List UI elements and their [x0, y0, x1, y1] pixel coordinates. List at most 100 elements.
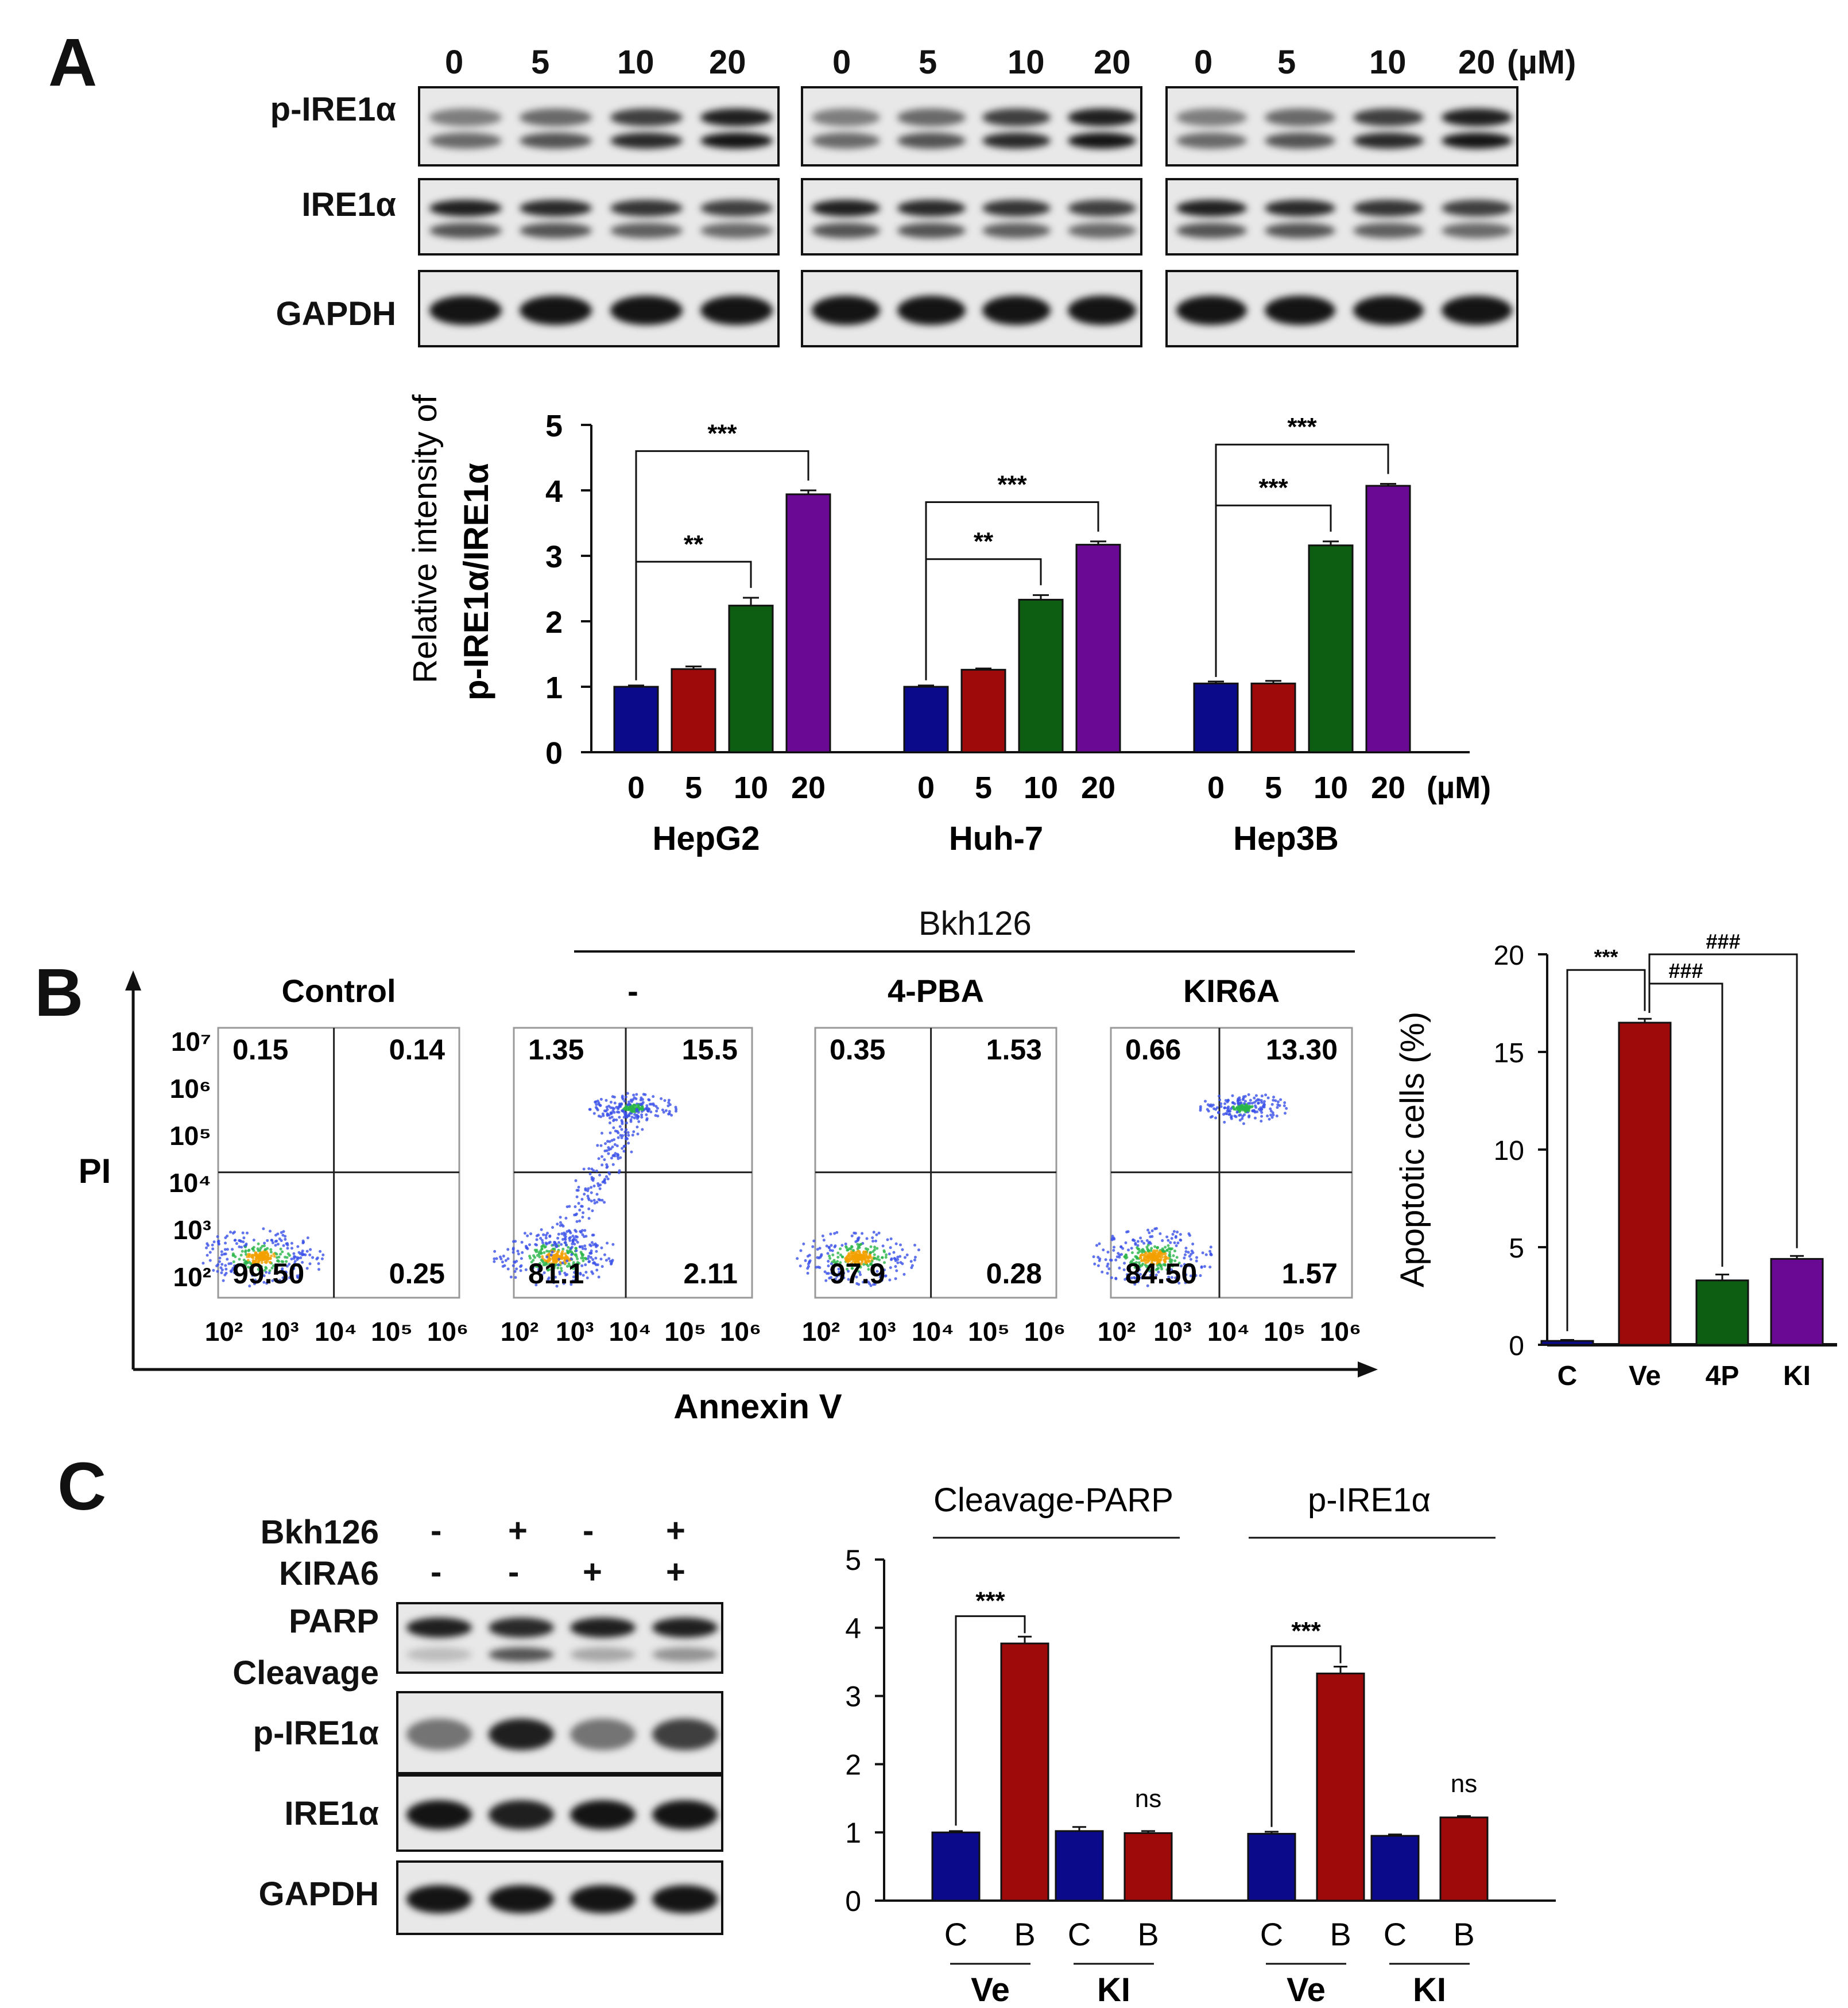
cell-dot	[615, 1105, 618, 1109]
blot-band	[570, 1617, 636, 1638]
cell-dot	[592, 1243, 595, 1247]
subgroup-label: KI	[1097, 1971, 1130, 2008]
cell-dot	[568, 1250, 572, 1253]
cell-dot	[1167, 1244, 1170, 1247]
cell-dot	[1214, 1116, 1218, 1120]
cell-dot	[821, 1234, 824, 1237]
cell-dot	[1260, 1101, 1264, 1104]
cell-dot	[299, 1252, 302, 1256]
cell-dot	[222, 1279, 225, 1282]
cell-dot	[1136, 1240, 1140, 1243]
significance-bracket	[1215, 443, 1389, 677]
x-tick-label: 10⁶	[427, 1317, 468, 1347]
cell-dot	[239, 1253, 243, 1257]
cell-dot	[1183, 1253, 1187, 1256]
cell-dot	[830, 1262, 833, 1266]
cell-dot	[593, 1201, 596, 1205]
cell-dot	[1260, 1094, 1264, 1098]
cell-dot	[1147, 1241, 1150, 1245]
cell-dot	[290, 1241, 293, 1245]
cell-dot	[627, 1142, 630, 1145]
cell-dot	[620, 1102, 623, 1105]
cell-dot	[529, 1256, 532, 1260]
cell-dot	[815, 1266, 818, 1269]
lane-label: 5	[919, 44, 937, 81]
cell-dot	[226, 1248, 229, 1251]
cell-dot	[836, 1251, 840, 1255]
cell-dot	[559, 1221, 562, 1224]
cell-dot	[583, 1229, 587, 1232]
cell-dot	[1183, 1263, 1186, 1266]
cell-dot	[1137, 1274, 1140, 1278]
cell-dot	[1191, 1251, 1195, 1255]
x-tick-label: 10⁵	[1264, 1317, 1305, 1347]
pi-axis-arrow	[125, 970, 141, 991]
pi-axis-label: PI	[79, 1152, 111, 1190]
cell-dot	[892, 1251, 896, 1254]
cell-dot	[1194, 1274, 1198, 1277]
cell-dot	[212, 1240, 216, 1244]
cell-dot	[823, 1270, 827, 1274]
blot-band	[610, 109, 683, 126]
cell-dot	[1200, 1265, 1203, 1268]
cell-dot	[541, 1241, 544, 1244]
cell-dot	[272, 1252, 276, 1256]
cell-dot	[639, 1102, 642, 1106]
blot-band	[610, 199, 683, 217]
blot-box	[801, 270, 1142, 347]
cell-dot	[555, 1256, 558, 1259]
cell-dot	[319, 1249, 322, 1253]
cell-dot	[311, 1256, 315, 1259]
blot-band	[1068, 223, 1137, 239]
treatment-sign: +	[508, 1512, 528, 1549]
x-tick-label: 10⁴	[315, 1317, 357, 1347]
blot-band	[520, 199, 592, 217]
cell-dot	[591, 1179, 595, 1182]
bar	[1055, 1830, 1104, 1902]
significance-label: ***	[997, 471, 1027, 499]
cell-dot	[557, 1232, 560, 1236]
y-tick-label: 20	[1494, 941, 1524, 971]
cell-dot	[1110, 1238, 1114, 1241]
significance-bracket	[1566, 969, 1646, 1332]
cell-dot	[839, 1261, 842, 1264]
blot-row-label-gapdh: GAPDH	[276, 295, 396, 332]
cell-dot	[552, 1266, 556, 1270]
cell-dot	[850, 1250, 853, 1253]
cell-dot	[1160, 1279, 1164, 1282]
cell-dot	[264, 1266, 268, 1269]
blot-band	[1068, 109, 1137, 126]
cell-dot	[1229, 1109, 1232, 1113]
cell-dot	[1169, 1260, 1173, 1264]
cell-dot	[285, 1278, 288, 1281]
cell-dot	[219, 1266, 223, 1270]
cell-dot	[590, 1167, 594, 1171]
cell-dot	[543, 1251, 546, 1255]
cell-dot	[247, 1253, 251, 1257]
cell-dot	[828, 1254, 831, 1258]
cell-dot	[274, 1267, 278, 1271]
cell-dot	[850, 1234, 854, 1237]
cell-dot	[1275, 1115, 1279, 1118]
cell-dot	[661, 1108, 664, 1112]
cell-dot	[598, 1187, 602, 1190]
cell-dot	[652, 1095, 655, 1098]
cell-dot	[556, 1266, 560, 1270]
cell-dot	[232, 1253, 235, 1257]
cell-dot	[1250, 1101, 1254, 1105]
cell-dot	[240, 1245, 243, 1249]
blot-band	[1265, 109, 1336, 126]
cell-dot	[806, 1271, 809, 1275]
cell-dot	[1209, 1252, 1212, 1256]
cell-dot	[641, 1128, 644, 1131]
cell-dot	[540, 1252, 543, 1255]
cell-dot	[611, 1109, 615, 1113]
blot-band	[897, 295, 966, 325]
blot-band	[1353, 223, 1424, 239]
cell-dot	[1138, 1268, 1141, 1271]
cell-dot	[1187, 1264, 1190, 1267]
cell-dot	[521, 1251, 524, 1254]
cell-dot	[1162, 1252, 1165, 1256]
cell-dot	[1149, 1252, 1152, 1256]
significance-label: ***	[707, 420, 737, 448]
